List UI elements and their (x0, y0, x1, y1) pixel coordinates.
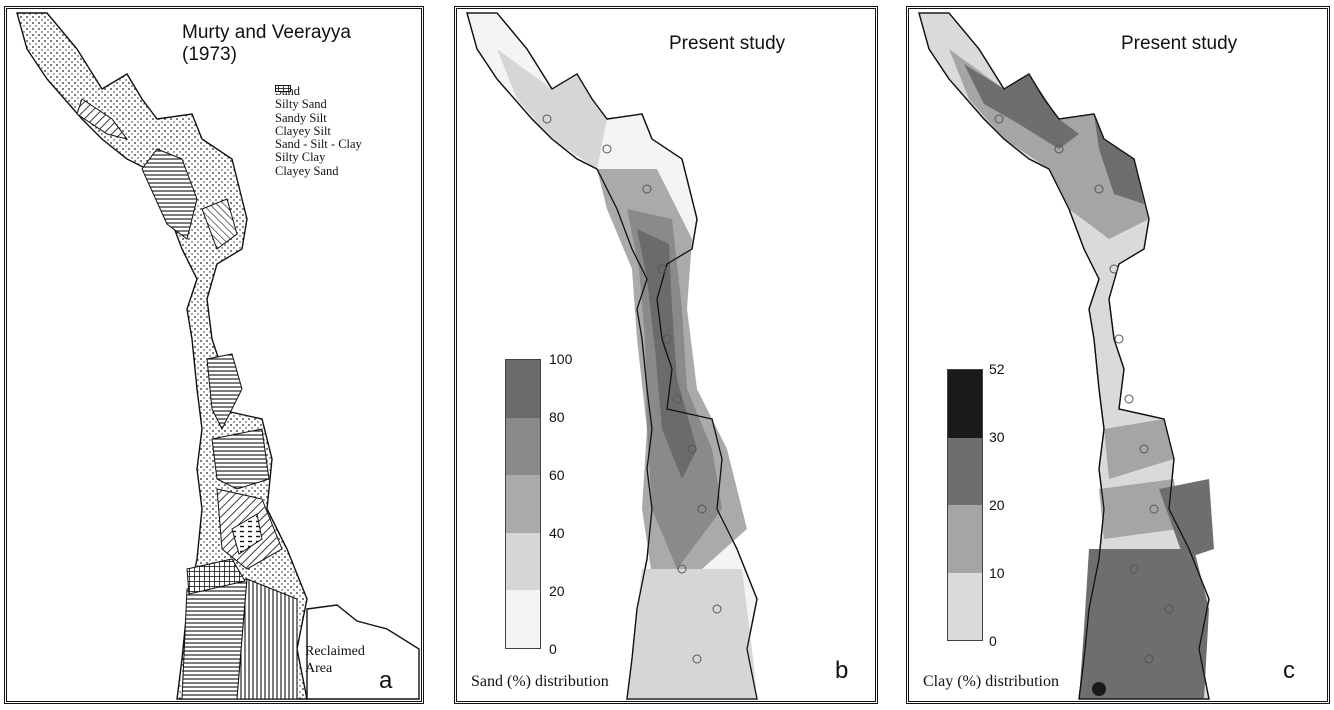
title-line-2: (1973) (182, 44, 237, 65)
legend-item-clayey-silt: Clayey Silt (275, 85, 362, 138)
legend-item-sandy-silt: Sandy Silt (275, 85, 362, 125)
scale-tick: 30 (989, 429, 1005, 445)
scale-tick: 40 (549, 525, 565, 541)
panel-a-title: Murty and Veerayya (1973) (182, 22, 351, 66)
scale-tick: 80 (549, 409, 565, 425)
scale-band-0-10 (948, 572, 982, 640)
map-a-svg (16, 12, 420, 700)
panel-c-clay-map: Present study 52 30 20 10 0 Clay (%) dis… (906, 6, 1330, 704)
map-c-svg (918, 12, 1214, 700)
clay-zone-30-52-north (964, 64, 1079, 149)
scale-tick: 52 (989, 361, 1005, 377)
scale-band-10-20 (948, 505, 982, 573)
clay-zone-30-52-south (1079, 549, 1209, 699)
legend-label: Sandy Silt (275, 110, 327, 125)
reclaimed-line-1: Reclaimed (305, 644, 365, 659)
legend-item-sand-silt-clay: Sand - Silt - Clay (275, 85, 362, 152)
legend-swatch-cross (275, 85, 291, 92)
reclaimed-area-label: Reclaimed Area (305, 643, 365, 677)
panel-letter-b: b (835, 657, 849, 684)
reclaimed-line-2: Area (305, 661, 333, 676)
scale-band-0-20 (506, 590, 540, 648)
sample-stations-c (994, 114, 1174, 664)
sand-color-scale (505, 359, 541, 649)
map-b-svg (466, 12, 758, 700)
scale-band-40-60 (506, 475, 540, 533)
scale-band-80-100 (506, 360, 540, 418)
panel-letter-c: c (1283, 657, 1295, 684)
scale-tick: 20 (549, 583, 565, 599)
title-line-1: Murty and Veerayya (182, 22, 351, 43)
legend-item-silty-sand: Silty Sand (275, 85, 362, 112)
clay-caption: Clay (%) distribution (923, 673, 1059, 690)
panel-a-historical-map: Murty and Veerayya (1973) Sand Silty San… (4, 6, 424, 704)
sample-stations-b (542, 114, 722, 664)
legend-item-silty-clay: Silty Clay (275, 85, 362, 165)
sand-caption: Sand (%) distribution (471, 673, 609, 690)
scale-band-30-52 (948, 370, 982, 438)
legend-label: Clayey Silt (275, 123, 331, 138)
panel-letter-a: a (379, 667, 393, 694)
legend-label: Sand - Silt - Clay (275, 137, 362, 152)
clay-color-scale (947, 369, 983, 641)
panel-b-sand-map: Present study 100 80 60 40 20 0 Sand (%)… (454, 6, 878, 704)
scale-tick: 0 (989, 633, 997, 649)
scale-tick: 60 (549, 467, 565, 483)
scale-tick: 0 (549, 641, 557, 657)
scale-band-60-80 (506, 417, 540, 476)
sediment-legend: Sand Silty Sand Sandy Silt Clayey Silt S… (275, 84, 362, 178)
scale-band-20-40 (506, 532, 540, 591)
scale-band-20-30 (948, 437, 982, 505)
panel-b-title: Present study (669, 33, 786, 54)
scale-tick: 10 (989, 565, 1005, 581)
scale-tick: 100 (549, 351, 573, 367)
legend-item-clayey-sand: Clayey Sand (275, 85, 362, 178)
reclaimed-area-outline (306, 604, 420, 700)
panel-c-title: Present study (1121, 33, 1238, 54)
legend-label: Silty Sand (275, 97, 327, 112)
legend-label: Clayey Sand (275, 163, 339, 178)
legend-label: Silty Clay (275, 150, 326, 165)
scale-tick: 20 (989, 497, 1005, 513)
